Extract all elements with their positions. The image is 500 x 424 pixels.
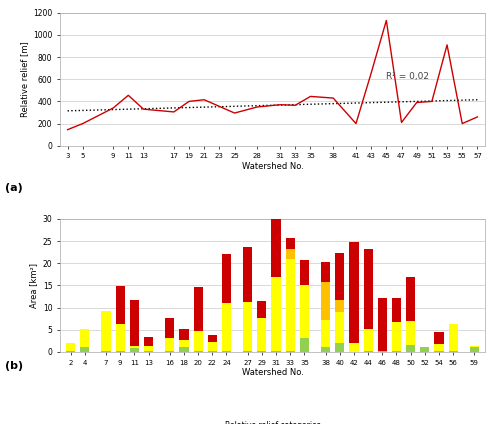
Bar [392,298,401,322]
Bar [321,262,330,282]
Text: R² = 0,02: R² = 0,02 [386,72,430,81]
Bar [364,351,372,352]
Bar [434,351,444,352]
Bar [321,282,330,321]
Bar [300,285,309,338]
Bar [350,343,358,352]
Bar [272,193,280,277]
Bar [165,338,174,351]
Bar [144,337,153,346]
Bar [102,311,110,351]
Bar [300,259,309,285]
Bar [194,331,202,351]
Bar [222,351,231,352]
Bar [144,346,153,351]
Bar [470,346,479,352]
Bar [80,348,90,352]
Bar [130,301,139,346]
Bar [434,332,444,344]
Bar [116,351,125,352]
Bar [272,277,280,351]
Bar [130,348,139,352]
Y-axis label: Area [km²]: Area [km²] [30,263,38,308]
Bar [392,351,401,352]
Bar [434,344,444,351]
Bar [116,286,125,324]
Bar [222,254,231,303]
Text: (b): (b) [5,361,23,371]
Bar [406,276,415,321]
Bar [165,318,174,338]
Bar [258,301,266,318]
Bar [80,329,90,348]
Bar [364,249,372,329]
Bar [66,343,75,351]
Bar [258,318,266,351]
Bar [378,298,387,351]
Bar [243,247,252,302]
Bar [194,287,202,331]
Bar [243,302,252,351]
Bar [208,351,217,352]
Bar [335,312,344,343]
Bar [102,351,110,352]
Bar [335,300,344,312]
Bar [208,342,217,351]
Bar [180,340,188,348]
Y-axis label: Relative relief [m]: Relative relief [m] [20,42,29,117]
Bar [144,351,153,352]
Bar [420,347,430,348]
Bar [116,324,125,351]
Bar [350,242,358,343]
Bar [335,343,344,352]
Bar [180,329,188,340]
Bar [321,321,330,348]
Bar [272,351,280,352]
X-axis label: Watershed No.: Watershed No. [242,162,304,171]
Bar [321,348,330,352]
Bar [66,351,75,352]
Bar [130,346,139,348]
Bar [286,249,295,259]
Text: (a): (a) [5,183,23,193]
Bar [300,338,309,352]
Bar [364,329,372,351]
Bar [286,238,295,249]
Bar [243,351,252,352]
Bar [258,351,266,352]
Legend: 1 (0-22 m), 2 (23-48 m), 3 (49-79 m), 4 (> 79 m): 1 (0-22 m), 2 (23-48 m), 3 (49-79 m), 4 … [158,419,386,424]
Bar [378,351,387,352]
Bar [286,351,295,352]
Bar [286,259,295,351]
Bar [180,348,188,352]
Bar [165,351,174,352]
Bar [194,351,202,352]
Bar [392,322,401,351]
Bar [406,345,415,352]
Bar [448,351,458,352]
Bar [420,348,430,352]
Bar [222,303,231,351]
Bar [335,253,344,300]
Bar [208,335,217,342]
Bar [406,321,415,345]
Bar [448,324,458,351]
X-axis label: Watershed No.: Watershed No. [242,368,304,377]
